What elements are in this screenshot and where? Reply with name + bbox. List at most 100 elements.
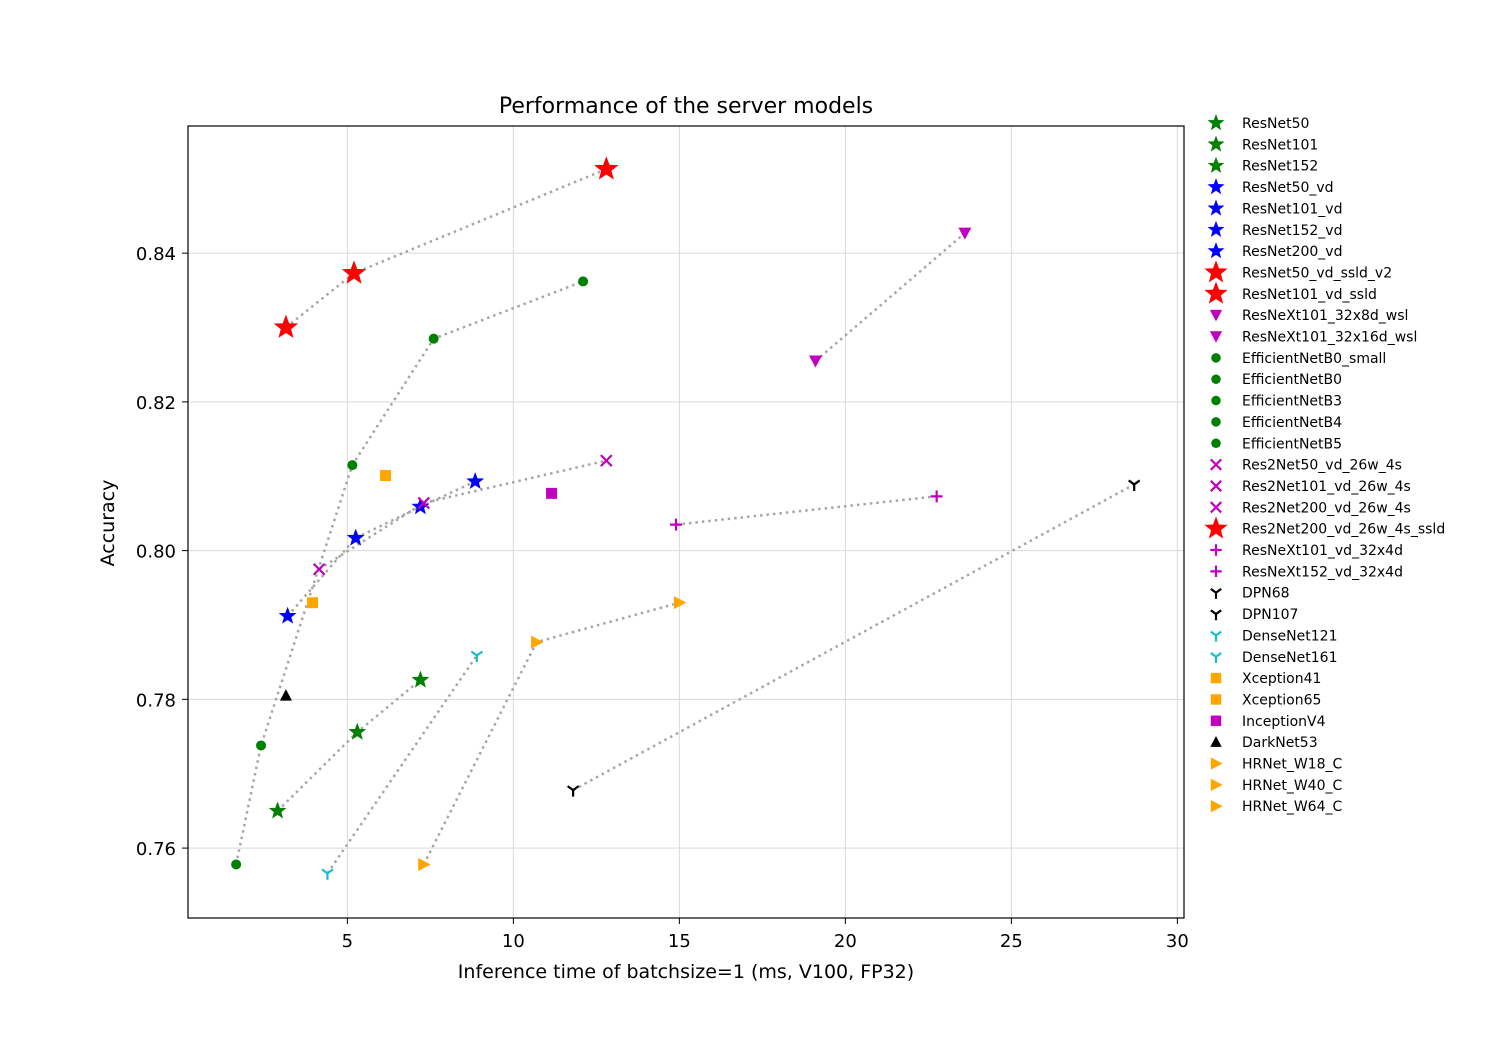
legend-label: EfficientNetB0	[1242, 372, 1342, 388]
legend-marker	[1210, 652, 1222, 663]
data-point-resnet-vd-ssld	[341, 260, 367, 284]
y-tick-label: 0.82	[136, 393, 176, 414]
y-tick-label: 0.84	[136, 244, 176, 265]
legend-label: ResNet152_vd	[1242, 223, 1342, 239]
data-point-hrnet	[673, 596, 687, 610]
legend-marker	[1210, 778, 1223, 792]
legend-label: ResNet101_vd_ssld	[1242, 287, 1377, 303]
data-point-efficientnet	[231, 859, 242, 870]
series-line-densenet	[326, 654, 478, 875]
data-point-resnet-vd-ssld	[273, 314, 299, 338]
data-point-darknet53	[279, 689, 292, 701]
legend-marker	[1204, 260, 1228, 283]
legend-marker	[1207, 135, 1225, 152]
series-line-hrnet	[422, 601, 680, 866]
legend-marker	[1207, 199, 1225, 216]
x-axis-ticks: 5 10 15 20 25 30	[342, 918, 1189, 952]
legend-marker	[1210, 609, 1222, 621]
data-point-res2net	[600, 454, 613, 467]
legend-label: DPN68	[1242, 586, 1290, 602]
data-point-efficientnet	[428, 333, 439, 344]
legend-marker	[1211, 395, 1221, 406]
x-tick-label: 15	[668, 931, 691, 952]
legend-label: Xception41	[1242, 671, 1321, 687]
legend-label: ResNet50_vd_ssld_v2	[1242, 265, 1392, 281]
legend-marker	[1211, 353, 1221, 363]
legend-marker	[1207, 242, 1225, 259]
legend-marker	[1210, 694, 1222, 705]
legend-entry: Res2Net101_vd_26w_4s	[1210, 479, 1411, 495]
legend-marker	[1211, 417, 1221, 427]
data-point-efficientnet	[256, 740, 267, 751]
legend-entry: ResNet50_vd	[1207, 178, 1334, 196]
data-point-resnet-vd-ssld	[594, 156, 619, 180]
legend-label: Res2Net200_vd_26w_4s	[1242, 500, 1411, 516]
legend-entry: DenseNet121	[1210, 628, 1337, 644]
legend-label: ResNet50	[1242, 116, 1309, 132]
data-point-resnet	[411, 670, 430, 688]
legend-label: EfficientNetB0_small	[1242, 351, 1386, 367]
legend-marker	[1210, 735, 1222, 747]
legend-entry: InceptionV4	[1210, 714, 1326, 730]
legend-label: DPN107	[1242, 607, 1298, 623]
data-point-densenet	[321, 868, 334, 880]
data-point-resnet	[348, 722, 367, 740]
legend-label: Res2Net200_vd_26w_4s_ssld	[1242, 522, 1445, 538]
legend-marker	[1210, 757, 1223, 770]
legend-label: ResNeXt101_32x8d_wsl	[1242, 308, 1408, 324]
data-point-resnext-vd	[670, 518, 683, 531]
legend-label: ResNeXt101_vd_32x4d	[1242, 543, 1403, 559]
legend-label: InceptionV4	[1242, 714, 1326, 730]
series-line-efficientnet	[234, 280, 584, 865]
legend-marker	[1211, 374, 1221, 384]
data-point-efficientnet	[578, 276, 589, 287]
legend-label: DenseNet161	[1242, 650, 1337, 666]
legend-label: ResNet50_vd	[1242, 180, 1334, 196]
x-axis-label: Inference time of batchsize=1 (ms, V100,…	[458, 961, 914, 983]
x-tick-label: 30	[1166, 931, 1189, 952]
y-tick-label: 0.78	[136, 690, 176, 711]
legend-entry: Res2Net200_vd_26w_4s	[1210, 500, 1411, 516]
legend-entry: DPN107	[1210, 607, 1298, 623]
legend-entry: EfficientNetB5	[1211, 436, 1342, 452]
legend-label: ResNet152	[1242, 159, 1318, 175]
series-line-resnet-vd	[286, 480, 476, 617]
chart-title: Performance of the server models	[499, 94, 873, 119]
data-point-xception	[307, 597, 318, 609]
legend-entry: Res2Net200_vd_26w_4s_ssld	[1204, 516, 1445, 539]
y-tick-label: 0.80	[136, 542, 176, 563]
legend-label: Res2Net101_vd_26w_4s	[1242, 479, 1411, 495]
legend-marker	[1210, 588, 1222, 599]
data-point-resnext-wsl	[808, 355, 822, 368]
data-point-efficientnet	[347, 460, 358, 471]
legend-entry: ResNet50	[1207, 114, 1309, 132]
legend-marker	[1211, 438, 1221, 448]
x-tick-label: 25	[1000, 931, 1023, 952]
legend-entry: DarkNet53	[1210, 735, 1318, 751]
legend-label: EfficientNetB4	[1242, 415, 1342, 431]
legend: ResNet50 ResNet101 ResNet152 ResNet50_vd Res…	[1204, 114, 1445, 815]
connector-lines	[234, 167, 1135, 875]
legend-label: EfficientNetB5	[1242, 436, 1342, 452]
legend-entry: EfficientNetB0_small	[1211, 351, 1386, 367]
legend-entry: ResNet101_vd_ssld	[1204, 281, 1377, 304]
y-axis-ticks: 0.76 0.78 0.80 0.82 0.84	[136, 244, 188, 860]
legend-marker	[1207, 156, 1225, 173]
legend-marker	[1210, 501, 1222, 514]
legend-marker	[1204, 281, 1228, 304]
legend-label: EfficientNetB3	[1242, 394, 1342, 410]
legend-marker	[1209, 309, 1223, 322]
legend-entry: EfficientNetB3	[1211, 394, 1342, 410]
legend-entry: ResNet101_vd	[1207, 199, 1342, 217]
x-tick-label: 5	[342, 931, 353, 952]
x-tick-label: 10	[502, 931, 525, 952]
series-line-resnet-vd-ssld	[285, 167, 607, 329]
legend-entry: DPN68	[1210, 586, 1290, 602]
legend-label: ResNet101_vd	[1242, 201, 1342, 217]
legend-label: HRNet_W64_C	[1242, 799, 1342, 815]
legend-entry: Xception41	[1210, 671, 1321, 687]
legend-entry: ResNeXt101_vd_32x4d	[1210, 543, 1403, 559]
legend-marker	[1207, 114, 1225, 131]
legend-marker	[1204, 516, 1228, 539]
